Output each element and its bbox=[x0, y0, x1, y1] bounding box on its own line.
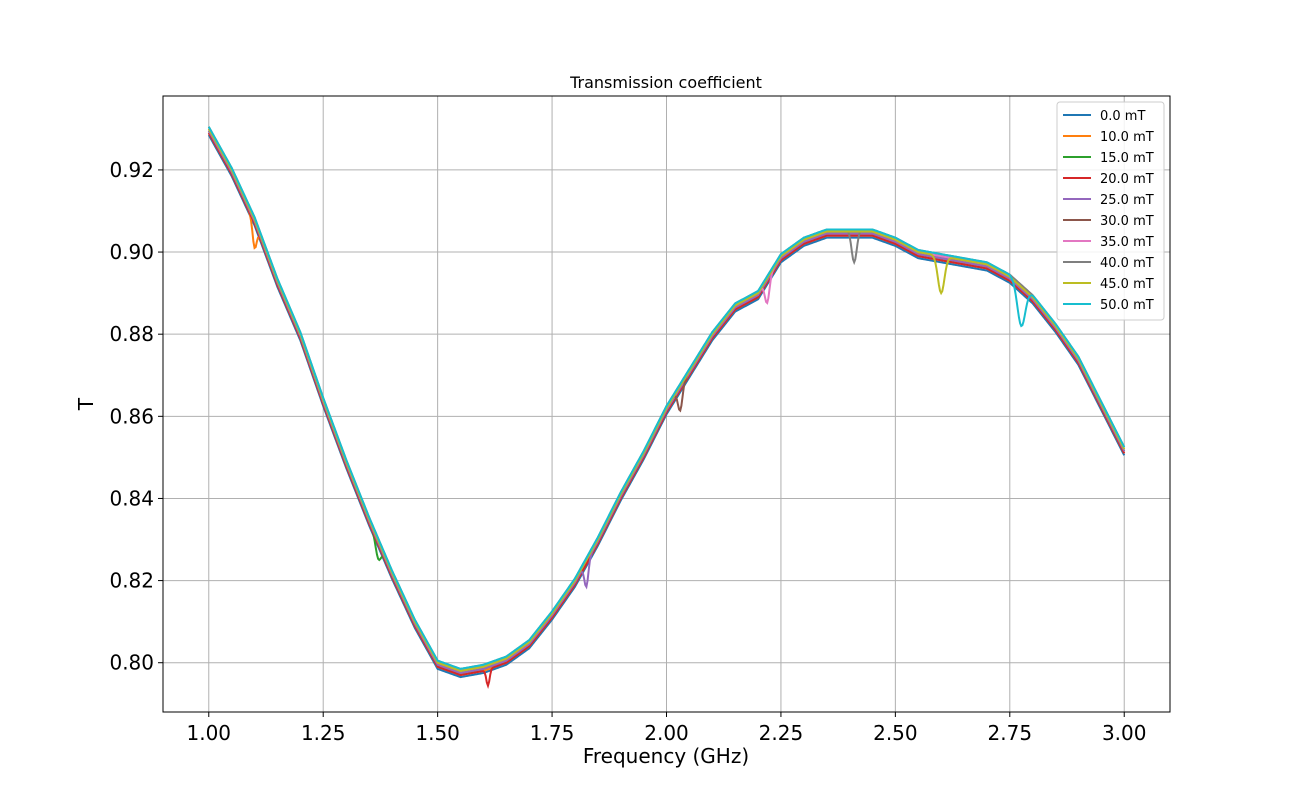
y-tick-label: 0.80 bbox=[109, 651, 154, 675]
x-tick-label: 1.75 bbox=[530, 721, 575, 745]
legend-label: 15.0 mT bbox=[1100, 151, 1154, 166]
legend-label: 45.0 mT bbox=[1100, 277, 1154, 292]
x-tick-label: 2.25 bbox=[759, 721, 804, 745]
x-axis-label: Frequency (GHz) bbox=[583, 744, 749, 768]
grid bbox=[163, 96, 1170, 712]
y-tick-label: 0.86 bbox=[109, 404, 154, 428]
y-tick-label: 0.82 bbox=[109, 569, 154, 593]
legend-label: 20.0 mT bbox=[1100, 172, 1154, 187]
legend-label: 10.0 mT bbox=[1100, 130, 1154, 145]
x-tick-label: 2.75 bbox=[988, 721, 1033, 745]
y-tick-label: 0.84 bbox=[109, 486, 154, 510]
x-tick-label: 1.00 bbox=[187, 721, 232, 745]
y-tick-label: 0.90 bbox=[109, 240, 154, 264]
y-axis-ticks: 0.80 0.82 0.84 0.86 0.88 0.90 0.92 bbox=[109, 158, 163, 675]
y-tick-label: 0.88 bbox=[109, 322, 154, 346]
legend: 0.0 mT 10.0 mT 15.0 mT 20.0 mT 25.0 mT 30.0 m… bbox=[1056, 101, 1165, 321]
y-tick-label: 0.92 bbox=[109, 158, 154, 182]
legend-label: 35.0 mT bbox=[1100, 235, 1154, 250]
legend-label: 30.0 mT bbox=[1100, 214, 1154, 229]
chart-title: Transmission coefficient bbox=[569, 73, 762, 92]
x-tick-label: 2.50 bbox=[873, 721, 918, 745]
x-tick-label: 1.25 bbox=[301, 721, 346, 745]
x-tick-label: 3.00 bbox=[1102, 721, 1147, 745]
x-tick-label: 2.00 bbox=[644, 721, 689, 745]
series-lines bbox=[207, 126, 1126, 690]
legend-label: 40.0 mT bbox=[1100, 256, 1154, 271]
series-line-9 bbox=[207, 126, 1126, 670]
legend-label: 25.0 mT bbox=[1100, 193, 1154, 208]
y-axis-label: T bbox=[74, 397, 98, 411]
legend-label: 50.0 mT bbox=[1100, 298, 1154, 313]
x-axis-ticks: 1.00 1.25 1.50 1.75 2.00 2.25 2.50 2.75 3.00 bbox=[187, 712, 1147, 745]
x-tick-label: 1.50 bbox=[415, 721, 460, 745]
legend-label: 0.0 mT bbox=[1100, 109, 1145, 124]
